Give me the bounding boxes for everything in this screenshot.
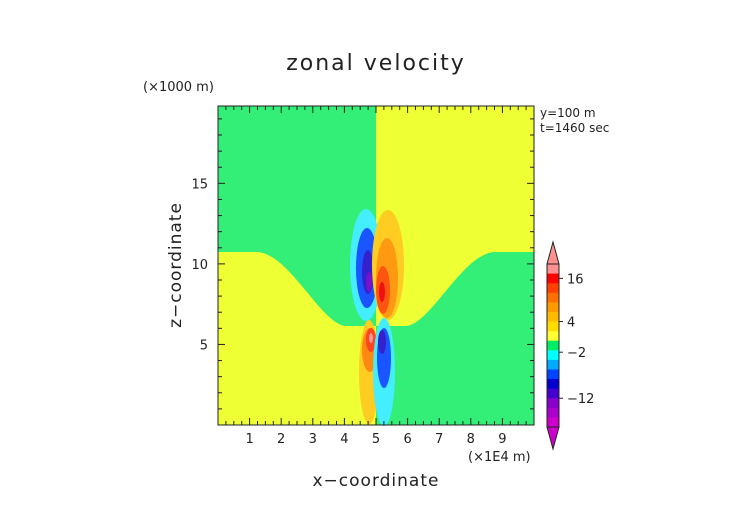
x-tick-label: 9 [498, 432, 506, 447]
colorbar-swatch [547, 359, 559, 370]
x-axis-units: (×1E4 m) [468, 450, 531, 465]
positive-lobe-upper-peak [379, 282, 385, 302]
negative-lobe-lower-core [378, 330, 386, 354]
x-tick-label: 2 [277, 432, 285, 447]
x-tick-label: 4 [340, 432, 348, 447]
colorbar-swatch [547, 264, 559, 275]
colorbar-swatch [547, 273, 559, 284]
chart-title: zonal velocity [286, 51, 466, 76]
colorbar-swatch [547, 350, 559, 361]
x-tick-label: 6 [403, 432, 411, 447]
x-tick-label: 5 [372, 432, 380, 447]
colorbar: 16 4 −2 −12 [546, 240, 594, 451]
colorbar-swatch [547, 417, 559, 428]
region-lower-left [218, 252, 376, 425]
region-lower-right [376, 252, 534, 425]
heatmap-area [218, 106, 534, 426]
negative-lobe-upper-peak [366, 272, 372, 292]
y-axis-label: z−coordinate [166, 202, 186, 328]
positive-lobe-lower-peak [369, 333, 373, 343]
colorbar-swatch [547, 292, 559, 303]
colorbar-frame [546, 263, 560, 428]
colorbar-bottom-arrow [546, 426, 560, 451]
colorbar-swatch [547, 398, 559, 409]
y-tick-label: 15 [191, 177, 208, 192]
y-tick-label: 10 [191, 258, 208, 273]
colorbar-tick-label: 4 [567, 316, 575, 331]
colorbar-top-arrow [546, 240, 560, 265]
colorbar-swatch [547, 340, 559, 351]
colorbar-tick-label: −2 [567, 346, 586, 361]
colorbar-tick-label: 16 [567, 272, 584, 287]
colorbar-tick-label: −12 [567, 392, 594, 407]
x-tick-label: 7 [435, 432, 443, 447]
colorbar-swatch [547, 331, 559, 342]
annotation-y: y=100 m [540, 106, 596, 120]
x-tick-label: 3 [309, 432, 317, 447]
x-tick-label: 1 [245, 432, 253, 447]
x-tick-label: 8 [467, 432, 475, 447]
annotation-time: t=1460 sec [540, 121, 609, 135]
y-ticks: 5 10 15 [191, 118, 534, 426]
y-axis-units: (×1000 m) [143, 80, 214, 95]
colorbar-swatch [547, 311, 559, 323]
y-tick-label: 5 [200, 338, 208, 353]
colorbar-swatch [547, 321, 559, 332]
colorbar-swatch [547, 407, 559, 418]
colorbar-swatch [547, 379, 559, 390]
colorbar-swatch [547, 302, 559, 313]
x-axis-label: x−coordinate [313, 471, 440, 491]
x-ticks: 1 2 3 4 5 6 7 8 9 [217, 106, 535, 447]
colorbar-swatch [547, 388, 559, 399]
colorbar-swatch [547, 283, 559, 294]
colorbar-swatch [547, 369, 559, 380]
